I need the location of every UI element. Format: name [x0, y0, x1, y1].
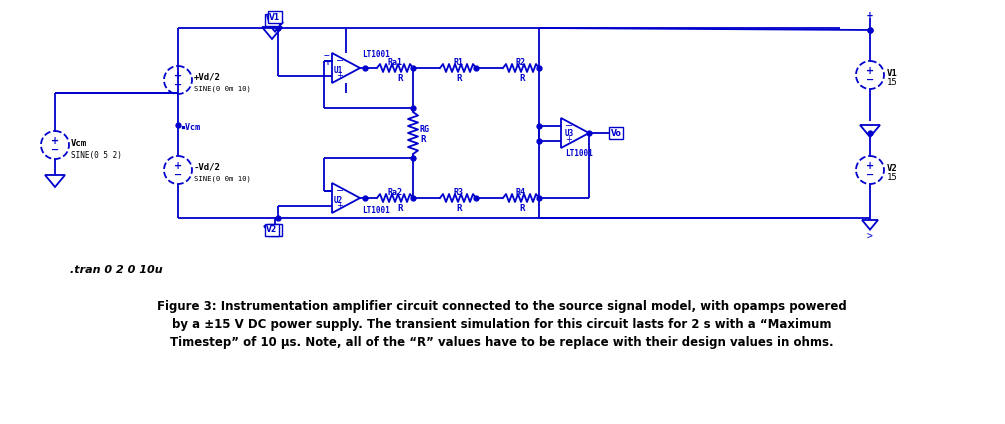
Text: Ra1: Ra1	[387, 58, 402, 67]
Text: RG: RG	[420, 125, 430, 134]
Text: −: −	[174, 170, 182, 180]
Text: +: +	[336, 70, 343, 80]
Text: +: +	[174, 161, 182, 171]
Text: SINE(0 0m 10): SINE(0 0m 10)	[194, 175, 251, 181]
Text: R4: R4	[516, 188, 526, 197]
Text: −: −	[866, 75, 874, 85]
Text: ▪Vcm: ▪Vcm	[180, 123, 200, 132]
Text: SINE(0 5 2): SINE(0 5 2)	[71, 151, 122, 160]
Text: R2: R2	[516, 58, 526, 67]
Text: R: R	[397, 74, 402, 83]
Text: R: R	[519, 204, 525, 213]
Text: LT1001: LT1001	[362, 206, 390, 215]
Text: V2: V2	[269, 226, 280, 234]
Text: +: +	[51, 136, 59, 146]
Text: Figure 3: Instrumentation amplifier circuit connected to the source signal model: Figure 3: Instrumentation amplifier circ…	[157, 300, 847, 313]
Text: V1: V1	[266, 16, 277, 25]
Text: R: R	[456, 74, 461, 83]
Text: Vcm: Vcm	[71, 139, 87, 148]
Text: -Vd/2: -Vd/2	[194, 163, 221, 172]
Text: −: −	[325, 51, 330, 61]
Text: −: −	[866, 170, 874, 180]
Text: V: V	[326, 60, 330, 66]
Text: LT1001: LT1001	[565, 149, 593, 158]
Text: V2: V2	[266, 226, 277, 234]
Text: −: −	[336, 56, 344, 66]
Text: V1: V1	[269, 12, 280, 22]
Text: by a ±15 V DC power supply. The transient simulation for this circuit lasts for : by a ±15 V DC power supply. The transien…	[172, 318, 832, 331]
Text: R: R	[456, 204, 461, 213]
Text: 15: 15	[887, 78, 897, 87]
Text: +Vd/2: +Vd/2	[194, 73, 221, 82]
Text: Vo: Vo	[611, 128, 621, 137]
Text: +: +	[866, 161, 874, 171]
Text: 15: 15	[887, 173, 897, 182]
Text: R: R	[420, 135, 425, 144]
Text: SINE(0 0m 10): SINE(0 0m 10)	[194, 85, 251, 92]
Text: U1: U1	[334, 66, 344, 75]
Text: R: R	[397, 204, 402, 213]
Text: −: −	[336, 186, 344, 196]
Text: +: +	[336, 201, 343, 209]
Text: +: +	[867, 10, 873, 20]
Text: V1: V1	[887, 69, 897, 78]
Text: Ra2: Ra2	[387, 188, 402, 197]
Text: R3: R3	[453, 188, 463, 197]
Text: Timestep” of 10 µs. Note, all of the “R” values have to be replace with their de: Timestep” of 10 µs. Note, all of the “R”…	[170, 336, 834, 349]
Text: >: >	[867, 232, 873, 242]
Text: .tran 0 2 0 10u: .tran 0 2 0 10u	[70, 265, 163, 275]
Text: −: −	[565, 121, 573, 131]
Text: −: −	[174, 80, 182, 90]
Text: U2: U2	[334, 196, 344, 205]
Text: +: +	[174, 71, 182, 81]
Text: V2: V2	[887, 164, 897, 173]
Text: LT1001: LT1001	[362, 50, 390, 59]
Text: R: R	[519, 74, 525, 83]
Text: +: +	[565, 136, 572, 145]
Text: U3: U3	[565, 129, 574, 138]
Text: −: −	[51, 145, 59, 155]
Text: +: +	[866, 66, 874, 76]
Text: R1: R1	[453, 58, 463, 67]
